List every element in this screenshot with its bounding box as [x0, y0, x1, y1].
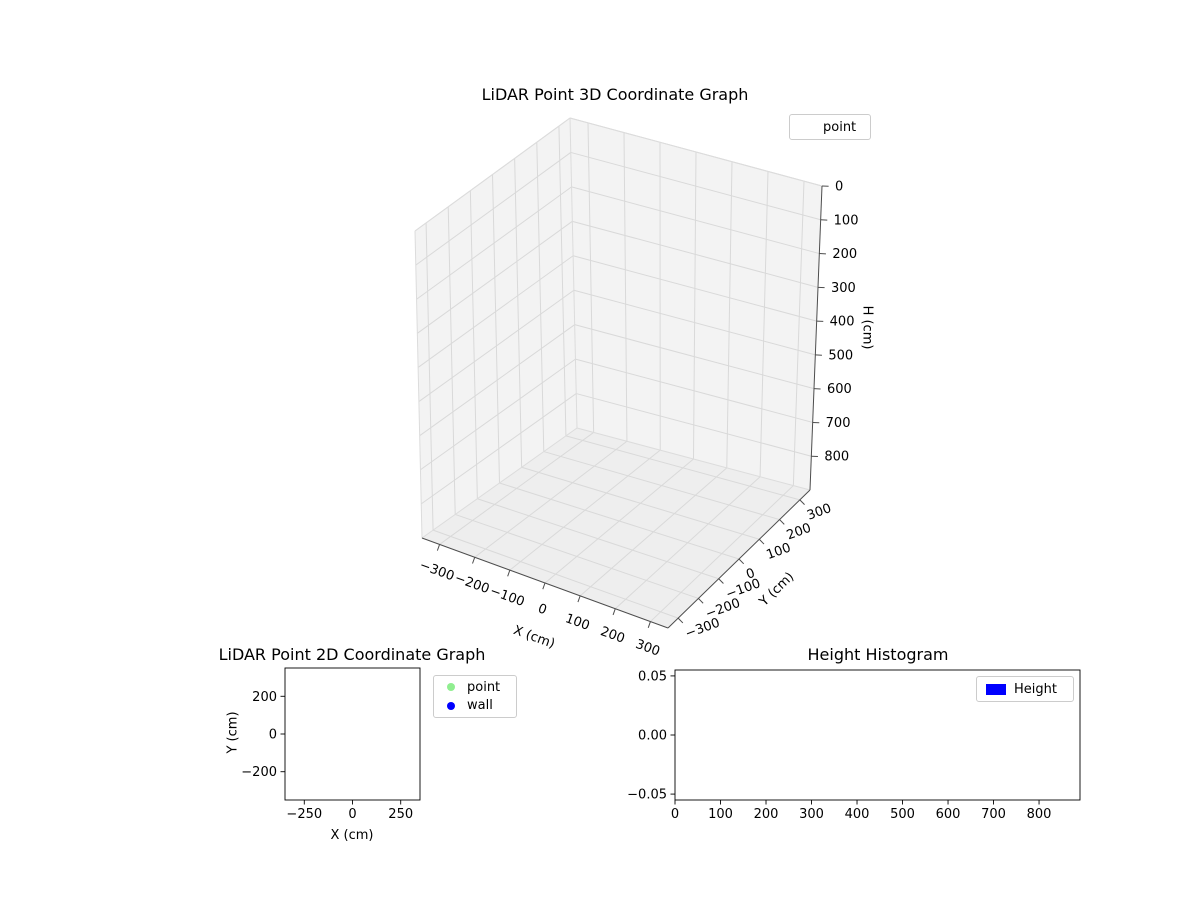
plot3d-pane-edges: [414, 117, 823, 539]
axes-plot2d: −250 0 250 −200 0 200: [241, 667, 421, 822]
svg-text:0: 0: [835, 180, 843, 195]
svg-text:300: 300: [831, 281, 856, 296]
svg-text:300: 300: [799, 807, 824, 822]
svg-text:800: 800: [1027, 807, 1052, 822]
svg-text:100: 100: [765, 540, 793, 563]
histogram-title: Height Histogram: [807, 645, 949, 664]
svg-text:0.05: 0.05: [638, 669, 667, 684]
svg-text:500: 500: [828, 348, 853, 363]
svg-text:300: 300: [633, 637, 661, 660]
svg-text:400: 400: [830, 315, 855, 330]
svg-text:250: 250: [388, 807, 413, 822]
svg-text:200: 200: [252, 690, 277, 705]
height-swatch-icon: [985, 683, 1007, 695]
plot3d-legend: point: [789, 114, 871, 140]
plot3d-ticks: [436, 185, 829, 628]
plot2d-xaxis-label: X (cm): [330, 828, 374, 843]
plot3d-title: LiDAR Point 3D Coordinate Graph: [481, 85, 749, 104]
svg-text:400: 400: [845, 807, 870, 822]
histogram-legend: Height: [976, 676, 1074, 702]
svg-text:−300: −300: [683, 616, 722, 642]
svg-text:−300: −300: [417, 558, 456, 584]
svg-text:200: 200: [785, 521, 813, 544]
legend-row-height: Height: [985, 680, 1065, 699]
svg-text:700: 700: [826, 416, 851, 431]
svg-text:500: 500: [890, 807, 915, 822]
plot2d-yaxis-label: Y (cm): [225, 711, 241, 754]
plot2d-legend: point wall: [433, 675, 517, 718]
svg-text:0: 0: [348, 807, 356, 822]
svg-text:100: 100: [708, 807, 733, 822]
svg-text:0: 0: [269, 728, 277, 743]
legend-label: wall: [467, 698, 493, 714]
svg-text:−200: −200: [704, 596, 743, 622]
point-marker-icon: [442, 683, 460, 692]
svg-text:200: 200: [754, 807, 779, 822]
legend-label: point: [823, 119, 857, 135]
legend-label: point: [467, 679, 501, 695]
legend-row-point-3d: point: [798, 118, 862, 137]
svg-text:−100: −100: [488, 584, 527, 610]
legend-row-wall: wall: [442, 697, 508, 716]
svg-text:−200: −200: [241, 765, 277, 780]
svg-text:−200: −200: [453, 571, 492, 597]
svg-text:−250: −250: [286, 807, 322, 822]
point-marker-3d: [798, 123, 816, 131]
plot3d-panes: [415, 118, 822, 628]
svg-text:100: 100: [563, 611, 591, 634]
svg-text:200: 200: [832, 247, 857, 262]
axes-histogram: 0 100 200 300 400 500 600 700 800 −0.05 0.00 0.05: [627, 669, 1081, 822]
legend-label: Height: [1014, 681, 1057, 697]
svg-text:0.00: 0.00: [638, 729, 667, 744]
svg-text:0: 0: [536, 601, 549, 618]
svg-text:−0.05: −0.05: [627, 788, 667, 803]
svg-text:300: 300: [805, 501, 833, 524]
svg-text:0: 0: [671, 807, 679, 822]
svg-text:600: 600: [936, 807, 961, 822]
plot3d-zaxis-label: H (cm): [859, 305, 875, 350]
svg-text:600: 600: [827, 382, 852, 397]
plot2d-title: LiDAR Point 2D Coordinate Graph: [218, 645, 486, 664]
svg-text:200: 200: [598, 624, 626, 647]
svg-text:700: 700: [981, 807, 1006, 822]
svg-text:800: 800: [824, 450, 849, 465]
svg-text:100: 100: [834, 213, 859, 228]
legend-row-point: point: [442, 678, 508, 697]
wall-marker-icon: [442, 701, 460, 710]
